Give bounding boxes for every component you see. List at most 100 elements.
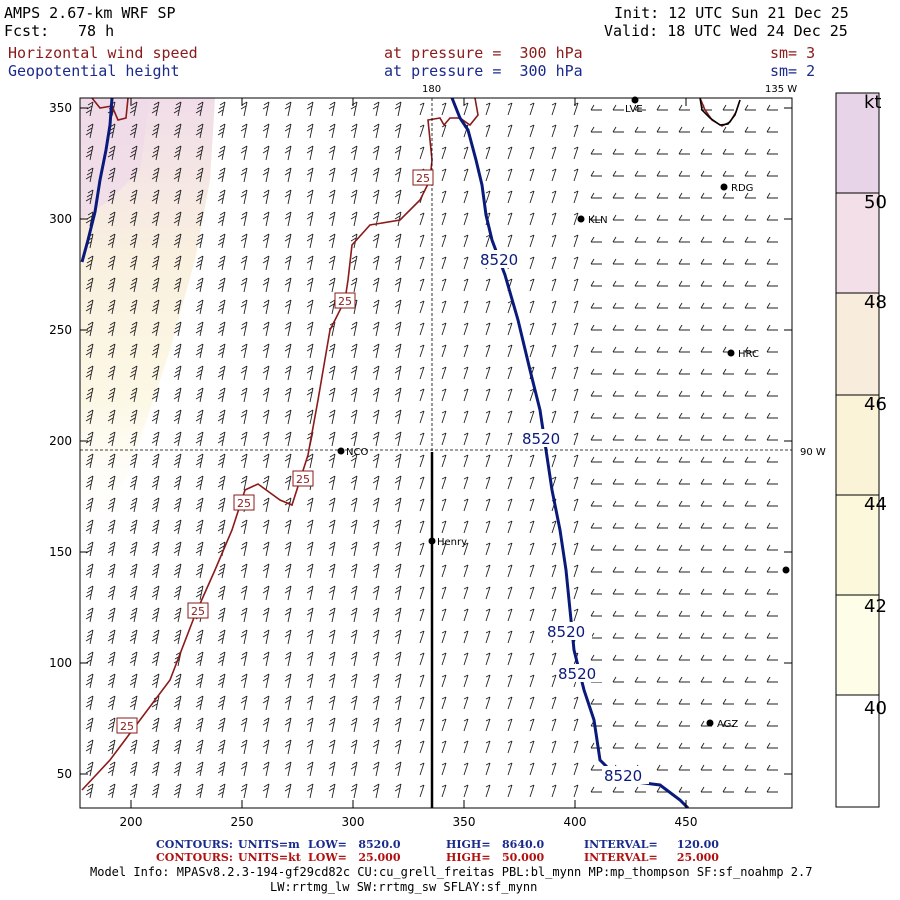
wind-barb bbox=[678, 170, 690, 177]
wind-barb bbox=[107, 695, 116, 711]
wind-barb bbox=[656, 324, 668, 331]
wind-barb bbox=[441, 366, 447, 380]
wind-barb bbox=[328, 563, 336, 579]
wind-barb bbox=[107, 563, 116, 579]
wind-barb bbox=[678, 434, 690, 441]
wind-barb bbox=[129, 145, 138, 161]
wind-barb bbox=[306, 695, 314, 711]
wind-barb bbox=[485, 454, 491, 468]
wind-barb bbox=[107, 167, 116, 183]
wind-barb bbox=[350, 145, 358, 161]
wind-barb bbox=[151, 739, 160, 755]
wind-barb bbox=[485, 696, 491, 710]
wind-barb bbox=[328, 431, 336, 447]
wind-barb bbox=[590, 412, 602, 419]
lon-label-90w: 90 W bbox=[800, 447, 826, 458]
wind-barb bbox=[217, 365, 226, 381]
wind-barb bbox=[656, 720, 668, 727]
wind-barb bbox=[766, 544, 778, 551]
wind-barb bbox=[328, 629, 336, 645]
wind-barb bbox=[85, 431, 94, 447]
wind-barb bbox=[173, 233, 182, 249]
wind-barb bbox=[151, 365, 160, 381]
wind-barb bbox=[85, 673, 94, 689]
colorbar-label: 48 bbox=[864, 292, 887, 313]
wind-barb bbox=[529, 190, 535, 204]
wind-barb bbox=[529, 212, 535, 226]
wind-barb bbox=[85, 365, 94, 381]
wind-barb bbox=[463, 432, 469, 446]
wind-barb bbox=[240, 409, 248, 425]
wind-barb bbox=[372, 145, 380, 161]
field2-smoothing: sm= 2 bbox=[770, 62, 816, 80]
wind-barb bbox=[573, 520, 579, 534]
graticule bbox=[80, 98, 792, 452]
wind-barb bbox=[551, 652, 557, 666]
station-marker bbox=[631, 96, 639, 104]
wind-barb bbox=[722, 676, 734, 683]
wind-barb bbox=[107, 475, 116, 491]
wind-barb bbox=[240, 145, 248, 161]
wind-barb bbox=[700, 566, 712, 573]
wind-barb bbox=[129, 277, 138, 293]
wind-barb bbox=[573, 124, 579, 138]
wind-barb bbox=[262, 783, 270, 799]
wind-barb bbox=[262, 563, 270, 579]
wind-barb bbox=[463, 256, 469, 270]
wind-barb bbox=[485, 234, 491, 248]
wind-barb bbox=[284, 739, 292, 755]
wind-barb bbox=[240, 233, 248, 249]
wind-barb bbox=[634, 214, 646, 221]
wind-barb bbox=[766, 192, 778, 199]
wind-barb bbox=[700, 786, 712, 793]
wind-barb bbox=[485, 476, 491, 490]
wind-barb bbox=[744, 302, 756, 309]
wind-barb bbox=[656, 632, 668, 639]
wind-barb bbox=[151, 189, 160, 205]
wind-barb bbox=[612, 478, 624, 485]
wind-barb bbox=[485, 784, 491, 798]
wind-barb bbox=[240, 255, 248, 271]
wind-barb bbox=[85, 299, 94, 315]
wind-barb bbox=[656, 742, 668, 749]
wind-barb bbox=[195, 167, 204, 183]
wind-barb bbox=[85, 167, 94, 183]
wind-barb bbox=[507, 212, 513, 226]
footer-interval: INTERVAL= 120.00 bbox=[584, 838, 719, 851]
wind-barb bbox=[419, 432, 425, 446]
wind-barb bbox=[306, 519, 314, 535]
wind-barb bbox=[284, 783, 292, 799]
wind-barb bbox=[306, 365, 314, 381]
wind-barb bbox=[350, 167, 358, 183]
wind-barb bbox=[107, 255, 116, 271]
wind-barb bbox=[284, 563, 292, 579]
wind-barb bbox=[507, 586, 513, 600]
wind-barb bbox=[529, 102, 535, 116]
wind-barb bbox=[507, 124, 513, 138]
colorbar-label: 46 bbox=[864, 394, 887, 415]
wind-barb bbox=[744, 170, 756, 177]
wind-barb bbox=[328, 651, 336, 667]
wind-barb bbox=[328, 475, 336, 491]
wind-barb bbox=[372, 123, 380, 139]
wind-barb bbox=[463, 564, 469, 578]
wind-barb bbox=[284, 189, 292, 205]
x-tick-label: 200 bbox=[120, 815, 143, 829]
wind-barb bbox=[85, 563, 94, 579]
wind-barb bbox=[551, 410, 557, 424]
wind-barb bbox=[195, 233, 204, 249]
wind-barb bbox=[573, 432, 579, 446]
wind-barb bbox=[700, 588, 712, 595]
wind-barb bbox=[240, 695, 248, 711]
wind-barb bbox=[107, 299, 116, 315]
wind-barb bbox=[151, 673, 160, 689]
wind-barb bbox=[656, 412, 668, 419]
wind-barb bbox=[328, 211, 336, 227]
wind-barb bbox=[129, 299, 138, 315]
wind-barb bbox=[306, 123, 314, 139]
speed-contour-label: 25 bbox=[296, 473, 310, 486]
wind-barb bbox=[678, 368, 690, 375]
wind-barb bbox=[573, 718, 579, 732]
wind-barb bbox=[529, 344, 535, 358]
wind-barb bbox=[85, 717, 94, 733]
